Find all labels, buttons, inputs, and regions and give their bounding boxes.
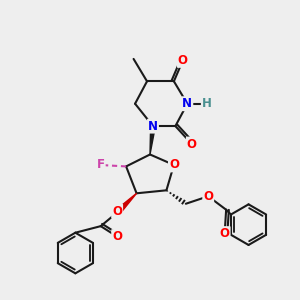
Text: N: N [182, 97, 192, 110]
Text: O: O [169, 158, 179, 171]
Text: O: O [203, 190, 213, 203]
Polygon shape [150, 126, 155, 154]
Text: O: O [220, 227, 230, 240]
Text: O: O [112, 205, 122, 218]
Text: O: O [187, 137, 197, 151]
Text: H: H [202, 97, 212, 110]
Text: N: N [148, 120, 158, 133]
Text: F: F [97, 158, 105, 171]
Text: O: O [178, 54, 188, 67]
Text: O: O [112, 230, 122, 243]
Polygon shape [117, 193, 136, 213]
